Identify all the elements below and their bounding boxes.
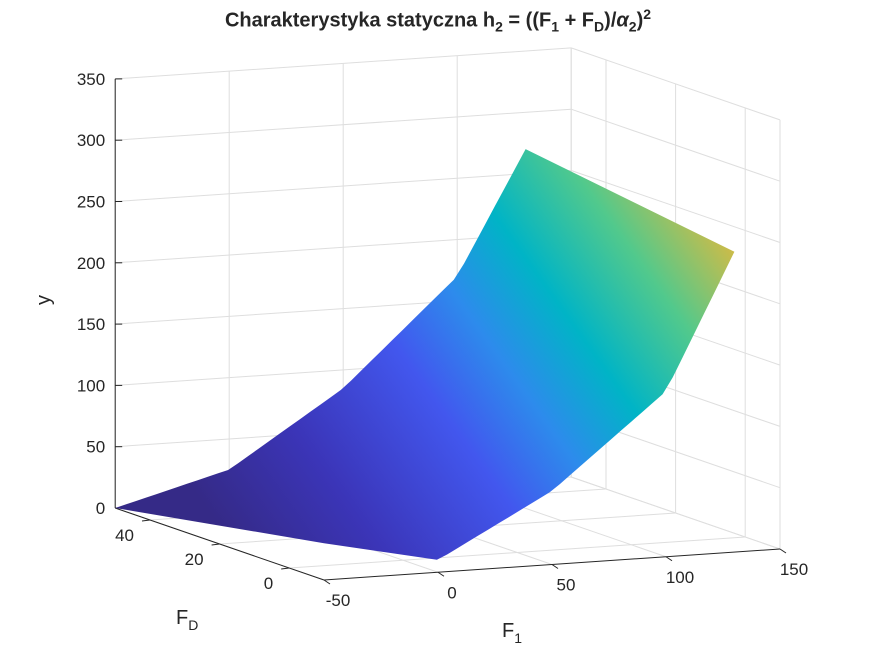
y-tick-mark [211, 543, 220, 546]
y-tick-mark [141, 519, 151, 522]
x-tick-mark [551, 564, 559, 569]
grid-line [115, 170, 572, 202]
z-tick-label: 350 [77, 70, 105, 89]
x-tick-label: -50 [326, 591, 351, 610]
surface [115, 149, 735, 560]
grid-line [289, 536, 746, 569]
x-tick-mark [665, 556, 673, 562]
x-axis-label: F1 [502, 620, 522, 646]
z-axis-label: y [33, 295, 55, 305]
x-tick-mark [437, 571, 445, 577]
z-tick-label: 200 [77, 254, 105, 273]
y-tick-label: 40 [115, 526, 134, 545]
y-tick-mark [281, 567, 290, 570]
x-tick-label: 100 [666, 568, 694, 587]
grid-line [571, 108, 781, 182]
x-tick-mark [779, 548, 787, 554]
x-tick-mark [323, 579, 331, 585]
x-tick-label: 0 [447, 583, 456, 602]
y-tick-label: 0 [264, 574, 273, 593]
grid-line [571, 170, 781, 243]
chart-title: Charakterystyka statyczna h2 = ((F1 + FD… [224, 6, 652, 35]
axes [114, 78, 787, 585]
y-axis-label: FD [176, 607, 198, 633]
y-tick-label: 20 [185, 550, 204, 569]
z-tick-label: 50 [86, 438, 105, 457]
grid-line [115, 108, 572, 141]
z-tick-label: 250 [77, 193, 105, 212]
z-tick-label: 300 [77, 131, 105, 150]
x-tick-label: 50 [557, 576, 576, 595]
z-tick-label: 0 [96, 499, 105, 518]
tick-labels: -50 0 50 100 150 0 20 40 0 50 100 150 200 250 300 350 [77, 70, 808, 610]
surface-patch [115, 149, 735, 560]
grid-line [115, 47, 572, 80]
z-tick-label: 100 [77, 376, 105, 395]
grid-line [571, 47, 781, 121]
x-tick-label: 150 [780, 560, 808, 579]
z-tick-label: 150 [77, 315, 105, 334]
